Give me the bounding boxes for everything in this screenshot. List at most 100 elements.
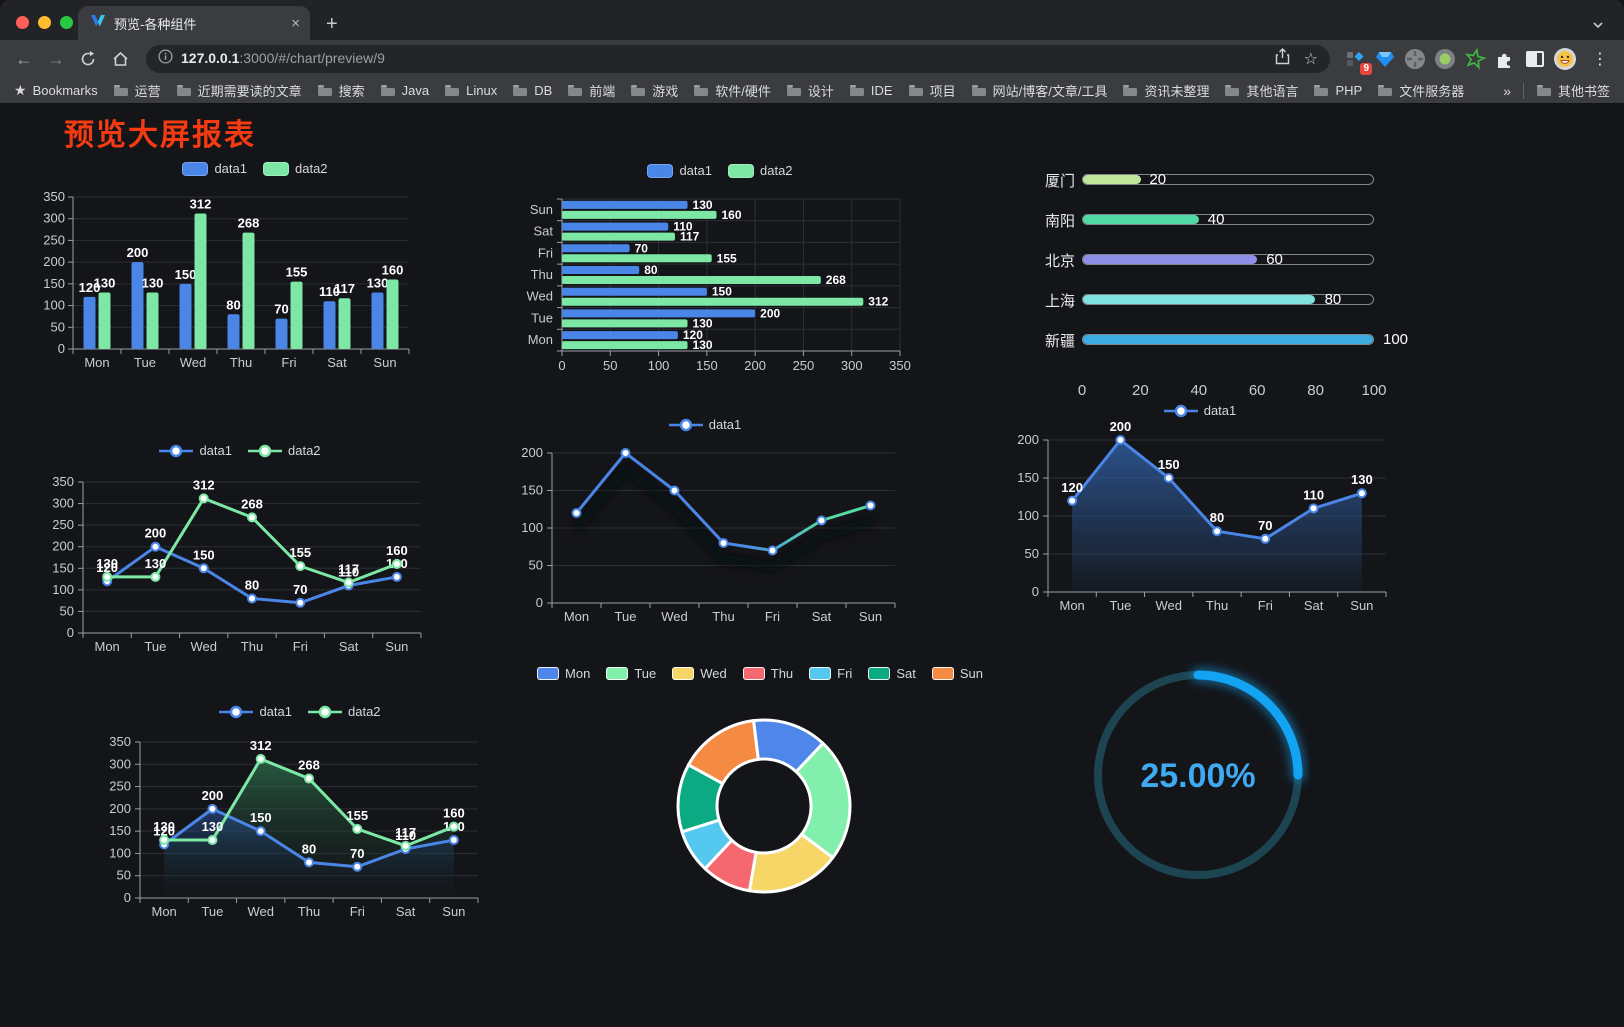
bookmark-folder-label: 其他语言 <box>1246 84 1299 99</box>
minimize-window-button[interactable] <box>38 16 51 29</box>
svg-text:80: 80 <box>1210 510 1224 525</box>
url-bar[interactable]: 127.0.0.1:3000/#/chart/preview/9 ☆ <box>146 45 1330 73</box>
legend-item[interactable]: Fri <box>809 666 852 681</box>
svg-text:Sat: Sat <box>533 224 553 239</box>
legend-item[interactable]: Wed <box>672 666 727 681</box>
tab-close-icon[interactable]: × <box>291 14 300 32</box>
side-panel-icon[interactable] <box>1522 46 1548 72</box>
donut-chart[interactable]: Mon Tue Wed Thu Fri Sat Sun <box>537 660 983 910</box>
extensions-puzzle-icon[interactable] <box>1492 46 1518 72</box>
chevron-down-icon[interactable] <box>1592 16 1604 34</box>
gradient-line-chart[interactable]: data1 0 50 100 150 200 Mon Tue Wed Thu Fri Sat Sun <box>505 400 905 635</box>
legend-item[interactable]: data1 <box>647 163 712 178</box>
axis-tick-label: 40 <box>1190 382 1208 399</box>
bookmark-folder[interactable]: 近期需要读的文章 <box>176 81 302 100</box>
close-window-button[interactable] <box>16 16 29 29</box>
svg-text:Thu: Thu <box>712 609 734 624</box>
share-icon[interactable] <box>1275 48 1290 70</box>
legend-item[interactable]: data2 <box>308 704 381 719</box>
reload-button[interactable] <box>74 45 102 73</box>
svg-text:Sun: Sun <box>1350 598 1373 613</box>
svg-text:70: 70 <box>350 846 364 861</box>
svg-text:200: 200 <box>52 539 74 554</box>
bookmark-star-icon[interactable]: ☆ <box>1303 51 1318 68</box>
svg-text:130: 130 <box>145 556 167 571</box>
legend-item[interactable]: data2 <box>728 163 793 178</box>
other-bookmarks-folder[interactable]: 其他书签 <box>1536 81 1610 100</box>
star-icon: ★ <box>14 82 27 98</box>
bookmark-folder[interactable]: 网站/博客/文章/工具 <box>971 81 1107 100</box>
bookmark-folder[interactable]: Linux <box>444 83 497 98</box>
legend-item[interactable]: data1 <box>159 443 232 458</box>
svg-text:160: 160 <box>443 806 465 821</box>
gem-extension-icon[interactable] <box>1372 46 1398 72</box>
adblock-extension-icon[interactable] <box>1432 46 1458 72</box>
legend-item[interactable]: Mon <box>537 666 590 681</box>
bookmark-folder[interactable]: 项目 <box>908 81 956 100</box>
legend-item[interactable]: data1 <box>1163 403 1236 418</box>
grouped-bar-chart[interactable]: data1 data2 0 50 100 150 200 250 300 350 Mon Tue Wed… <box>40 155 470 370</box>
axis-tick-label: 0 <box>1077 382 1087 399</box>
progress-value: 100 <box>1383 331 1409 348</box>
devtools-extension-icon[interactable]: 9 <box>1342 46 1372 75</box>
svg-text:117: 117 <box>680 230 700 244</box>
bookmarks-overflow-chevron[interactable]: » <box>1503 82 1511 99</box>
bookmark-folder[interactable]: 其他语言 <box>1224 81 1298 100</box>
svg-text:100: 100 <box>43 298 65 313</box>
profile-avatar[interactable] <box>1552 46 1578 72</box>
chart-legend: data1 data2 <box>40 161 470 176</box>
green-star-extension-icon[interactable] <box>1462 46 1488 72</box>
zoom-window-button[interactable] <box>60 16 73 29</box>
progress-row: 厦门 20 <box>1000 170 1400 190</box>
bookmark-folder[interactable]: 前端 <box>567 81 615 100</box>
multi-line-chart[interactable]: data1 data2 0 50 100 150 200 250 300 350 Mon Tue Wed… <box>40 430 440 665</box>
legend-item[interactable]: data2 <box>263 161 328 176</box>
bookmark-folder[interactable]: 搜索 <box>317 81 365 100</box>
progress-track <box>1082 174 1374 185</box>
new-tab-button[interactable]: + <box>326 13 338 35</box>
bookmarks-manager-item[interactable]: ★ Bookmarks <box>14 82 98 98</box>
browser-menu-icon[interactable]: ⋮ <box>1592 51 1608 68</box>
legend-item[interactable]: Sat <box>868 666 916 681</box>
bookmark-folder[interactable]: 设计 <box>786 81 834 100</box>
legend-item[interactable]: Thu <box>742 666 793 681</box>
forward-button[interactable]: → <box>47 48 65 69</box>
area-line-chart[interactable]: data1 0 50 100 150 200 Mon Tue Wed Thu Fri Sat Sun 12… <box>1000 390 1400 625</box>
horizontal-bar-chart[interactable]: data1 data2 0 50 100 150 200 250 300 350 Mon 120 130… <box>520 155 920 375</box>
legend-item[interactable]: Tue <box>606 666 656 681</box>
svg-text:0: 0 <box>536 595 543 610</box>
progress-row: 南阳 40 <box>1000 210 1400 230</box>
bookmark-folder[interactable]: PHP <box>1313 83 1362 98</box>
svg-text:Tue: Tue <box>144 639 166 654</box>
back-button[interactable]: ← <box>15 48 33 69</box>
multi-line-area-chart[interactable]: data1 data2 0 50 100 150 200 250 300 350 Mon Tue Wed… <box>100 690 500 930</box>
gauge-chart[interactable]: 25.00% <box>1090 660 1310 890</box>
city-progress-chart[interactable]: 厦门 20 南阳 40 北京 60 上海 80 新疆 100 0 20 40 60 80 100 <box>1000 155 1408 399</box>
svg-text:155: 155 <box>286 265 308 280</box>
bookmark-folder[interactable]: IDE <box>849 83 893 98</box>
browser-tab[interactable]: 预览-各种组件 × <box>78 6 310 40</box>
site-info-icon[interactable] <box>158 49 173 69</box>
bookmark-folder[interactable]: 资讯未整理 <box>1122 81 1209 100</box>
url-text: 127.0.0.1:3000/#/chart/preview/9 <box>181 50 385 68</box>
svg-text:Mon: Mon <box>564 609 589 624</box>
bookmark-folder[interactable]: 文件服务器 <box>1377 81 1464 100</box>
legend-item[interactable]: data1 <box>668 417 741 432</box>
progress-fill <box>1083 335 1373 344</box>
bookmark-folder-label: 软件/硬件 <box>715 84 771 99</box>
svg-text:150: 150 <box>712 285 732 299</box>
legend-item[interactable]: data1 <box>219 704 292 719</box>
legend-item[interactable]: Sun <box>931 666 983 681</box>
circle-extension-icon[interactable] <box>1402 46 1428 72</box>
legend-item[interactable]: data2 <box>248 443 321 458</box>
home-button[interactable] <box>106 45 134 73</box>
bookmark-folder[interactable]: 运营 <box>113 81 161 100</box>
bookmark-folder[interactable]: 游戏 <box>630 81 678 100</box>
bookmark-folder[interactable]: Java <box>380 83 429 98</box>
bookmark-folder[interactable]: DB <box>512 83 552 98</box>
bookmark-folder[interactable]: 软件/硬件 <box>693 81 771 100</box>
svg-text:Thu: Thu <box>230 355 252 370</box>
bookmark-folder-label: 资讯未整理 <box>1144 84 1210 99</box>
legend-item[interactable]: data1 <box>182 161 247 176</box>
axis-tick-label: 100 <box>1361 382 1387 399</box>
